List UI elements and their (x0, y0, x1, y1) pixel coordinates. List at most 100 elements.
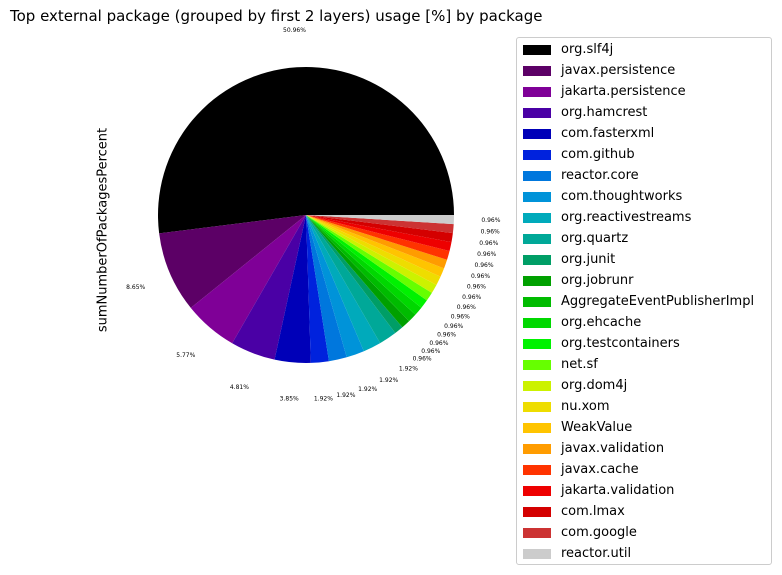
legend-swatch (523, 254, 551, 265)
legend-label: net.sf (561, 357, 598, 372)
slice-percent-label: 3.85% (280, 396, 299, 403)
legend-label: jakarta.persistence (561, 84, 686, 99)
slice-percent-label: 1.92% (379, 377, 398, 384)
slice-percent-label: 0.96% (444, 323, 463, 330)
legend-item: org.hamcrest (523, 102, 647, 123)
legend-item: org.reactivestreams (523, 207, 691, 228)
pie-slice (306, 215, 450, 260)
legend-item: org.jobrunr (523, 270, 633, 291)
legend-swatch (523, 485, 551, 496)
pie-slice (306, 215, 437, 293)
legend-label: org.slf4j (561, 42, 614, 57)
pie-slice (306, 215, 454, 234)
legend-item: org.junit (523, 249, 615, 270)
slice-percent-label: 0.96% (474, 262, 493, 269)
legend-label: com.fasterxml (561, 126, 655, 141)
slice-percent-label: 0.96% (437, 332, 456, 339)
chart-title: Top external package (grouped by first 2… (10, 7, 543, 25)
legend: org.slf4j javax.persistence jakarta.persis… (516, 37, 772, 565)
legend-label: com.github (561, 147, 635, 162)
pie-slice (306, 215, 403, 334)
legend-swatch (523, 86, 551, 97)
legend-swatch (523, 212, 551, 223)
slice-percent-label: 1.92% (314, 396, 333, 403)
legend-swatch (523, 275, 551, 286)
legend-label: org.quartz (561, 231, 629, 246)
legend-swatch (523, 107, 551, 118)
legend-item: com.fasterxml (523, 123, 654, 144)
legend-label: reactor.util (561, 546, 632, 561)
legend-item: reactor.core (523, 165, 639, 186)
legend-item: nu.xom (523, 396, 610, 417)
pie-slice (306, 215, 416, 322)
legend-item: reactor.util (523, 543, 631, 564)
legend-swatch (523, 527, 551, 538)
slice-percent-label: 0.96% (429, 340, 448, 347)
legend-label: AggregateEventPublisherImpl (561, 294, 755, 309)
pie-slice (190, 215, 306, 344)
pie-slice (159, 215, 306, 308)
pie-slice (306, 215, 454, 225)
pie-slice (306, 215, 427, 308)
pie-slice (306, 215, 364, 358)
legend-swatch (523, 548, 551, 559)
legend-item: com.google (523, 522, 637, 543)
legend-label: jakarta.validation (561, 483, 675, 498)
legend-label: javax.persistence (561, 63, 676, 78)
legend-swatch (523, 464, 551, 475)
pie-slice (274, 215, 311, 363)
slice-percent-label: 50.96% (283, 27, 306, 34)
pie-slice (232, 215, 306, 360)
slice-percent-label: 1.92% (399, 366, 418, 373)
legend-label: com.lmax (561, 504, 625, 519)
pie-slice (306, 215, 347, 362)
legend-item: com.github (523, 144, 635, 165)
legend-item: org.quartz (523, 228, 628, 249)
legend-swatch (523, 422, 551, 433)
pie-slice (306, 215, 432, 301)
legend-label: org.testcontainers (561, 336, 680, 351)
legend-item: javax.cache (523, 459, 639, 480)
slice-percent-label: 0.96% (481, 229, 500, 236)
legend-item: com.thoughtworks (523, 186, 682, 207)
legend-swatch (523, 233, 551, 244)
slice-percent-label: 5.77% (176, 352, 195, 359)
pie-slice (306, 215, 452, 252)
pie-slice (306, 215, 381, 352)
legend-item: AggregateEventPublisherImpl (523, 291, 754, 312)
pie-slice (306, 215, 445, 277)
legend-label: org.ehcache (561, 315, 642, 330)
legend-swatch (523, 128, 551, 139)
legend-label: nu.xom (561, 399, 610, 414)
pie-slices (157, 67, 454, 363)
legend-label: javax.validation (561, 441, 665, 456)
pie-slice (306, 215, 396, 344)
legend-label: org.junit (561, 252, 616, 267)
legend-swatch (523, 65, 551, 76)
slice-percent-label: 0.96% (462, 294, 481, 301)
slice-percent-label: 0.96% (481, 217, 500, 224)
slice-percent-label: 0.96% (421, 348, 440, 355)
legend-swatch (523, 149, 551, 160)
legend-swatch (523, 170, 551, 181)
legend-item: jakarta.validation (523, 480, 674, 501)
legend-item: com.lmax (523, 501, 625, 522)
legend-item: org.dom4j (523, 375, 627, 396)
legend-item: org.slf4j (523, 39, 613, 60)
legend-item: org.ehcache (523, 312, 641, 333)
legend-swatch (523, 44, 551, 55)
legend-label: org.dom4j (561, 378, 628, 393)
legend-label: org.hamcrest (561, 105, 648, 120)
legend-swatch (523, 338, 551, 349)
legend-item: org.testcontainers (523, 333, 680, 354)
pie-slice (306, 215, 441, 285)
slice-percent-label: 0.96% (479, 240, 498, 247)
slice-percent-label: 0.96% (457, 304, 476, 311)
legend-swatch (523, 506, 551, 517)
slice-percent-label: 1.92% (336, 392, 355, 399)
pie-slice (306, 215, 448, 269)
legend-swatch (523, 317, 551, 328)
legend-swatch (523, 296, 551, 307)
legend-item: WeakValue (523, 417, 632, 438)
